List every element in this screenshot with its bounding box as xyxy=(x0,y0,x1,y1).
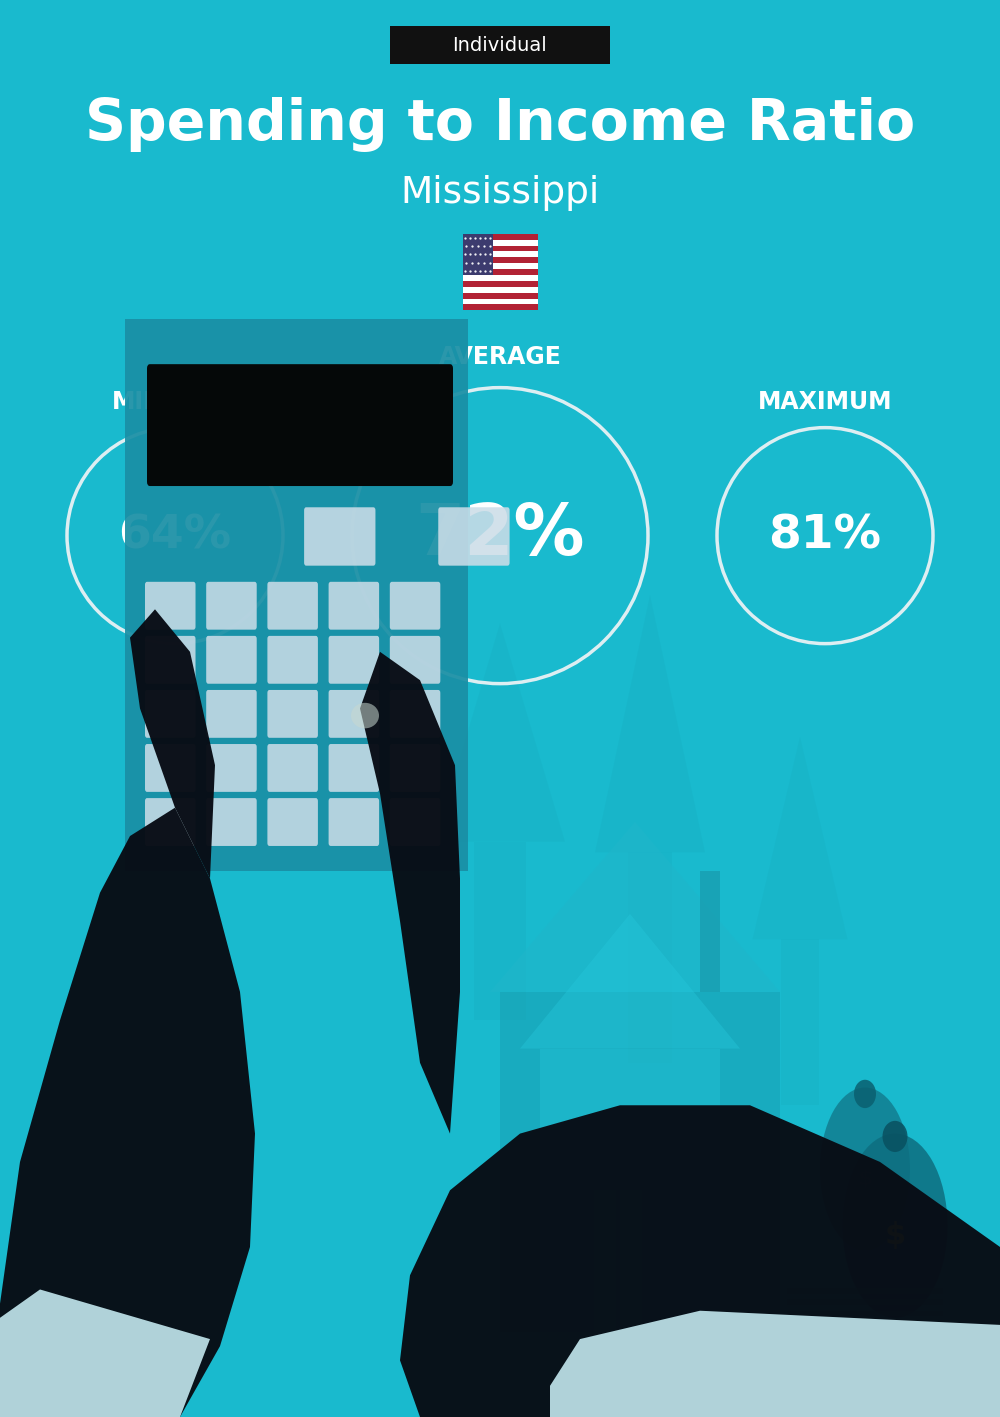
FancyBboxPatch shape xyxy=(462,234,538,239)
FancyBboxPatch shape xyxy=(462,234,538,310)
FancyBboxPatch shape xyxy=(145,582,196,629)
Text: Mississippi: Mississippi xyxy=(400,174,600,211)
Polygon shape xyxy=(435,623,565,842)
Text: 64%: 64% xyxy=(118,513,232,558)
FancyBboxPatch shape xyxy=(462,281,538,286)
FancyBboxPatch shape xyxy=(390,26,610,64)
FancyBboxPatch shape xyxy=(206,744,257,792)
FancyBboxPatch shape xyxy=(462,234,493,275)
Text: 72%: 72% xyxy=(415,502,585,570)
FancyBboxPatch shape xyxy=(787,1288,943,1294)
FancyBboxPatch shape xyxy=(390,636,440,684)
FancyBboxPatch shape xyxy=(462,258,538,264)
FancyBboxPatch shape xyxy=(206,582,257,629)
FancyBboxPatch shape xyxy=(145,636,196,684)
Polygon shape xyxy=(781,939,819,1105)
Polygon shape xyxy=(125,319,468,871)
Polygon shape xyxy=(400,1105,1000,1417)
FancyBboxPatch shape xyxy=(206,636,257,684)
Polygon shape xyxy=(490,822,780,992)
FancyBboxPatch shape xyxy=(390,690,440,738)
Polygon shape xyxy=(753,737,848,939)
FancyBboxPatch shape xyxy=(462,305,538,310)
FancyBboxPatch shape xyxy=(462,269,538,275)
Text: 81%: 81% xyxy=(768,513,882,558)
Polygon shape xyxy=(540,1049,720,1332)
FancyBboxPatch shape xyxy=(594,1190,616,1332)
Text: $: $ xyxy=(884,1221,906,1250)
Text: $: $ xyxy=(857,1169,873,1189)
FancyBboxPatch shape xyxy=(787,1299,943,1305)
Ellipse shape xyxy=(854,1080,876,1108)
Polygon shape xyxy=(595,595,705,852)
Ellipse shape xyxy=(883,1121,908,1152)
FancyBboxPatch shape xyxy=(267,744,318,792)
FancyBboxPatch shape xyxy=(206,690,257,738)
FancyBboxPatch shape xyxy=(145,744,196,792)
FancyBboxPatch shape xyxy=(267,798,318,846)
FancyBboxPatch shape xyxy=(390,582,440,629)
FancyBboxPatch shape xyxy=(147,364,453,486)
FancyBboxPatch shape xyxy=(329,582,379,629)
Text: Spending to Income Ratio: Spending to Income Ratio xyxy=(85,98,915,152)
FancyBboxPatch shape xyxy=(390,798,440,846)
FancyBboxPatch shape xyxy=(620,1190,642,1332)
Ellipse shape xyxy=(820,1088,910,1250)
FancyBboxPatch shape xyxy=(787,1311,943,1316)
FancyBboxPatch shape xyxy=(329,744,379,792)
Polygon shape xyxy=(520,914,740,1049)
Polygon shape xyxy=(0,1289,210,1417)
Text: AVERAGE: AVERAGE xyxy=(439,346,561,368)
Polygon shape xyxy=(130,609,215,879)
Polygon shape xyxy=(550,1311,1000,1417)
FancyBboxPatch shape xyxy=(267,690,318,738)
Text: MAXIMUM: MAXIMUM xyxy=(758,391,892,414)
FancyBboxPatch shape xyxy=(206,798,257,846)
Text: MINIMUM: MINIMUM xyxy=(112,391,238,414)
FancyBboxPatch shape xyxy=(462,293,538,299)
FancyBboxPatch shape xyxy=(787,1322,943,1328)
Ellipse shape xyxy=(351,703,379,728)
Polygon shape xyxy=(628,852,672,1063)
Text: Individual: Individual xyxy=(453,35,547,55)
Polygon shape xyxy=(500,992,780,1332)
Polygon shape xyxy=(700,871,720,992)
FancyBboxPatch shape xyxy=(329,636,379,684)
Polygon shape xyxy=(0,808,255,1417)
FancyBboxPatch shape xyxy=(785,1275,945,1332)
FancyBboxPatch shape xyxy=(438,507,510,565)
FancyBboxPatch shape xyxy=(145,798,196,846)
FancyBboxPatch shape xyxy=(304,507,375,565)
FancyBboxPatch shape xyxy=(329,798,379,846)
Polygon shape xyxy=(360,652,460,1134)
FancyBboxPatch shape xyxy=(390,744,440,792)
FancyBboxPatch shape xyxy=(145,690,196,738)
FancyBboxPatch shape xyxy=(267,636,318,684)
Ellipse shape xyxy=(842,1134,948,1318)
FancyBboxPatch shape xyxy=(267,582,318,629)
FancyBboxPatch shape xyxy=(462,245,538,251)
Polygon shape xyxy=(474,842,526,1020)
FancyBboxPatch shape xyxy=(329,690,379,738)
